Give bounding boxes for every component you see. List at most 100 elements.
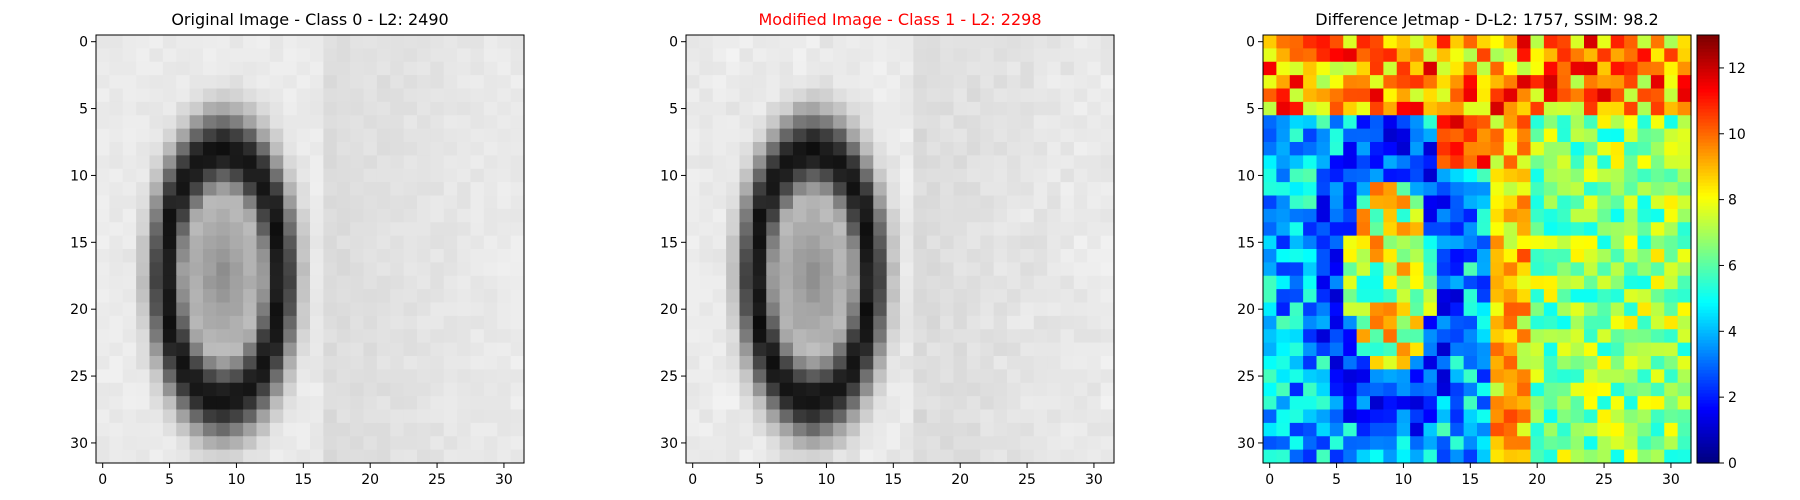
heatmap-cell xyxy=(913,168,928,183)
y-tick-label: 0 xyxy=(669,35,678,51)
colorbar-segment xyxy=(1697,45,1719,49)
heatmap-cell xyxy=(980,208,995,223)
heatmap-cell xyxy=(1517,195,1532,210)
heatmap-cell xyxy=(1624,88,1639,103)
colorbar-segment xyxy=(1697,312,1719,317)
heatmap-cell xyxy=(323,342,338,357)
heatmap-cell xyxy=(1450,302,1465,317)
heatmap-cell xyxy=(1463,75,1478,90)
heatmap-cell xyxy=(859,275,874,290)
heatmap-cell xyxy=(1436,396,1451,411)
heatmap-cell xyxy=(1477,396,1491,411)
heatmap-cell xyxy=(176,302,191,317)
heatmap-cell xyxy=(739,369,754,384)
heatmap-cell xyxy=(417,235,431,250)
heatmap-cell xyxy=(1289,155,1304,170)
heatmap-cell xyxy=(1664,409,1679,424)
heatmap-cell xyxy=(376,222,391,237)
heatmap-cell xyxy=(430,262,445,277)
heatmap-cell xyxy=(229,422,244,437)
heatmap-cell xyxy=(483,342,498,357)
heatmap-cell xyxy=(296,382,311,397)
heatmap-difference xyxy=(1263,35,1692,464)
heatmap-cell xyxy=(403,249,418,263)
heatmap-cell xyxy=(430,396,445,411)
heatmap-cell xyxy=(323,396,338,411)
heatmap-cell xyxy=(980,369,995,384)
heatmap-cell xyxy=(1517,155,1532,170)
heatmap-cell xyxy=(1329,222,1344,237)
heatmap-cell xyxy=(726,168,741,183)
heatmap-cell xyxy=(243,449,258,464)
heatmap-cell xyxy=(1007,249,1021,263)
heatmap-cell xyxy=(470,142,485,156)
heatmap-cell xyxy=(913,356,928,370)
heatmap-cell xyxy=(1396,168,1411,183)
heatmap-cell xyxy=(793,142,807,156)
heatmap-cell xyxy=(1503,369,1518,384)
heatmap-cell xyxy=(443,315,458,330)
heatmap-cell xyxy=(1597,436,1612,451)
heatmap-cell xyxy=(1503,262,1518,277)
heatmap-cell xyxy=(1316,356,1331,370)
heatmap-cell xyxy=(966,155,981,170)
heatmap-cell xyxy=(766,409,781,424)
colorbar-segment xyxy=(1697,215,1719,220)
heatmap-cell xyxy=(712,142,727,156)
heatmap-cell xyxy=(940,35,955,49)
heatmap-cell xyxy=(739,289,754,304)
heatmap-cell xyxy=(980,262,995,277)
heatmap-cell xyxy=(752,262,767,277)
heatmap-cell xyxy=(296,128,311,143)
heatmap-cell xyxy=(176,222,191,237)
heatmap-cell xyxy=(1033,329,1048,344)
heatmap-cell xyxy=(189,422,204,437)
heatmap-cell xyxy=(846,422,861,437)
heatmap-cell xyxy=(1624,222,1639,237)
heatmap-cell xyxy=(873,195,888,210)
heatmap-cell xyxy=(1517,329,1532,344)
heatmap-cell xyxy=(739,449,754,464)
heatmap-cell xyxy=(819,208,834,223)
heatmap-cell xyxy=(149,48,164,63)
heatmap-cell xyxy=(712,342,727,357)
heatmap-cell xyxy=(1423,396,1438,411)
heatmap-cell xyxy=(310,128,324,143)
heatmap-cell xyxy=(109,342,124,357)
heatmap-cell xyxy=(1557,409,1572,424)
heatmap-cell xyxy=(1100,369,1115,384)
heatmap-cell xyxy=(256,235,271,250)
heatmap-cell xyxy=(953,142,968,156)
heatmap-cell xyxy=(1100,208,1115,223)
heatmap-cell xyxy=(940,262,955,277)
heatmap-cell xyxy=(819,101,834,116)
heatmap-cell xyxy=(993,208,1008,223)
heatmap-cell xyxy=(846,75,861,90)
heatmap-cell xyxy=(686,249,700,263)
heatmap-cell xyxy=(1637,289,1652,304)
heatmap-cell xyxy=(1396,422,1411,437)
heatmap-cell xyxy=(229,155,244,170)
heatmap-cell xyxy=(699,382,714,397)
heatmap-cell xyxy=(1624,342,1639,357)
heatmap-cell xyxy=(1343,168,1358,183)
heatmap-cell xyxy=(1624,436,1639,451)
heatmap-cell xyxy=(350,48,365,63)
heatmap-cell xyxy=(686,168,700,183)
heatmap-cell xyxy=(497,275,512,290)
heatmap-cell xyxy=(819,275,834,290)
heatmap-cell xyxy=(149,195,164,210)
heatmap-cell xyxy=(1650,396,1665,411)
heatmap-cell xyxy=(1423,356,1438,370)
x-tick-label: 20 xyxy=(951,472,969,488)
heatmap-cell xyxy=(940,249,955,263)
heatmap-cell xyxy=(793,342,807,357)
heatmap-cell xyxy=(390,235,405,250)
heatmap-cell xyxy=(1276,75,1291,90)
heatmap-cell xyxy=(926,329,941,344)
heatmap-cell xyxy=(1343,182,1358,197)
heatmap-cell xyxy=(1597,356,1612,370)
heatmap-cell xyxy=(109,422,124,437)
heatmap-cell xyxy=(1650,329,1665,344)
heatmap-cell xyxy=(873,436,888,451)
